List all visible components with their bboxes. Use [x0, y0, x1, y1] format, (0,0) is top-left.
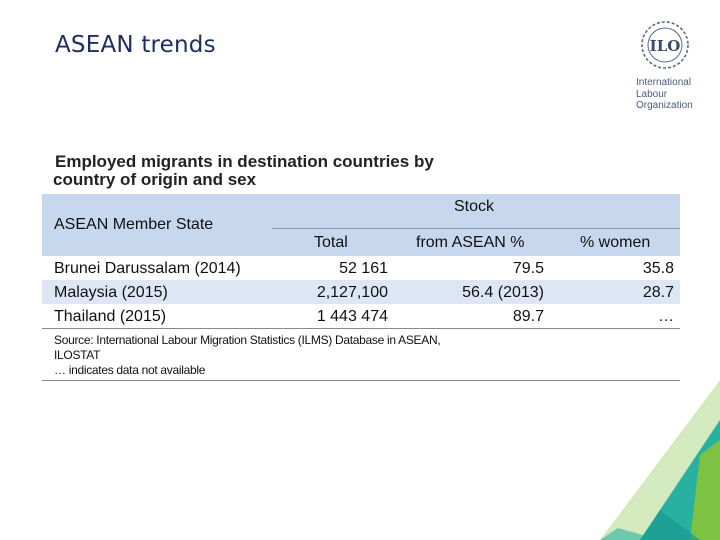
- header-state: ASEAN Member State: [54, 216, 214, 233]
- table-title-line-2: country of origin and sex: [53, 170, 257, 189]
- ilo-logo: ILO International Labour Organization: [636, 20, 696, 112]
- table-row: Malaysia (2015) 2,127,100 56.4 (2013) 28…: [42, 280, 680, 304]
- note-na: … indicates data not available: [54, 363, 206, 377]
- logo-line-1: International: [636, 77, 692, 88]
- table-note: Source: International Labour Migration S…: [42, 329, 680, 380]
- table-row: Brunei Darussalam (2014) 52 161 79.5 35.…: [42, 256, 680, 280]
- header-women: % women: [580, 234, 651, 251]
- cell-from-asean: 89.7: [512, 308, 544, 325]
- table-row: Thailand (2015) 1 443 474 89.7 …: [42, 304, 680, 328]
- table-title: Employed migrants in destination countri…: [53, 152, 555, 189]
- table-header: ASEAN Member State Stock Total from ASEA…: [42, 194, 680, 256]
- logo-line-3: Organization: [636, 100, 693, 111]
- ilo-logo-text: International Labour Organization: [636, 77, 696, 112]
- cell-total: 1 443 474: [316, 308, 388, 325]
- deco-shape-1: [600, 380, 720, 540]
- cell-total: 2,127,100: [316, 284, 388, 301]
- slide-title: ASEAN trends: [55, 32, 216, 58]
- cell-state: Malaysia (2015): [54, 284, 168, 301]
- deco-shape-4: [640, 510, 700, 540]
- deco-shape-2: [640, 420, 720, 540]
- cell-from-asean: 79.5: [512, 260, 544, 277]
- ilo-emblem-icon: ILO: [641, 21, 689, 69]
- header-stock: Stock: [454, 198, 495, 215]
- deco-shape-5: [600, 528, 660, 540]
- cell-state: Thailand (2015): [54, 308, 167, 325]
- ilo-emblem-letters: ILO: [650, 37, 681, 55]
- note-source: Source: International Labour Migration S…: [54, 333, 441, 347]
- cell-women: 35.8: [642, 260, 674, 277]
- cell-women: 28.7: [642, 284, 674, 301]
- deco-shape-3: [690, 440, 720, 540]
- cell-state: Brunei Darussalam (2014): [54, 260, 241, 277]
- note-source-2: ILOSTAT: [54, 348, 101, 362]
- cell-women: …: [658, 308, 674, 325]
- logo-line-2: Labour: [636, 88, 668, 100]
- table-title-line-1: Employed migrants in destination countri…: [55, 152, 434, 171]
- header-from-asean: from ASEAN %: [416, 234, 525, 251]
- table-divider: [42, 328, 680, 329]
- migrants-table: ASEAN Member State Stock Total from ASEA…: [42, 194, 680, 381]
- cell-from-asean: 56.4 (2013): [462, 284, 544, 301]
- cell-total: 52 161: [339, 260, 388, 277]
- header-total: Total: [314, 234, 348, 251]
- header-divider: [272, 228, 680, 229]
- table-bottom-divider: [42, 380, 680, 381]
